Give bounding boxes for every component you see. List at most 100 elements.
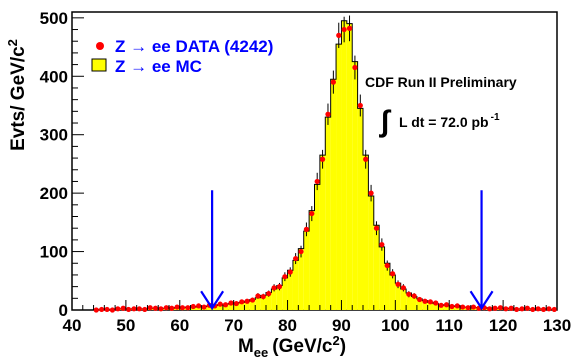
mc-bar <box>255 297 261 310</box>
data-point <box>136 306 142 312</box>
legend-data-marker <box>96 42 104 50</box>
data-marker <box>228 300 234 306</box>
data-marker <box>454 303 460 309</box>
integral-sign: ∫ <box>379 105 392 138</box>
data-point <box>487 306 493 312</box>
data-point <box>303 222 310 237</box>
data-point <box>492 305 498 311</box>
data-marker <box>244 298 250 304</box>
data-point <box>330 70 336 94</box>
data-point <box>406 291 412 298</box>
data-point <box>163 305 169 311</box>
data-marker <box>233 300 239 307</box>
data-marker <box>266 291 272 297</box>
legend-mc-swatch <box>91 58 107 72</box>
y-tick-label: 300 <box>40 126 68 145</box>
data-marker <box>443 302 450 308</box>
data-point <box>314 172 320 191</box>
data-marker <box>346 25 353 31</box>
cut-arrow <box>469 190 494 311</box>
mc-bar <box>276 285 283 310</box>
data-point <box>233 300 239 307</box>
legend-data-label: Z → ee DATA (4242) <box>115 37 273 56</box>
data-point <box>201 304 207 310</box>
data-marker <box>508 305 514 311</box>
data-marker <box>416 296 423 303</box>
cut-arrows <box>200 190 494 311</box>
data-point <box>540 306 547 313</box>
data-point <box>99 306 105 313</box>
data-point <box>244 298 250 304</box>
data-marker <box>519 306 525 312</box>
data-point <box>438 302 444 308</box>
mc-bar <box>373 225 380 310</box>
data-marker <box>363 156 369 162</box>
mc-bar <box>427 302 434 310</box>
mc-bar <box>287 270 293 310</box>
data-point <box>120 305 126 311</box>
data-marker <box>282 274 288 280</box>
data-marker <box>368 190 374 196</box>
data-point <box>513 306 520 313</box>
data-marker <box>341 26 347 33</box>
data-point <box>196 303 202 309</box>
data-point <box>368 184 374 202</box>
mc-bar <box>384 263 390 310</box>
mc-bar <box>233 302 240 310</box>
data-marker <box>546 306 552 312</box>
data-marker <box>540 306 547 313</box>
legend-mc-label: Z → ee MC <box>115 57 202 76</box>
mc-bar <box>325 117 331 310</box>
data-point <box>530 306 536 313</box>
mc-bar <box>379 246 385 310</box>
data-marker <box>470 304 477 310</box>
data-point <box>336 22 342 49</box>
data-point <box>276 282 283 291</box>
data-point <box>109 307 116 313</box>
data-point <box>390 269 396 279</box>
mc-bar <box>346 23 353 310</box>
data-point <box>93 307 99 313</box>
data-marker <box>142 306 148 313</box>
data-marker <box>163 305 169 311</box>
data-marker <box>152 305 159 311</box>
data-point <box>443 302 450 308</box>
mc-bar <box>319 155 326 310</box>
data-point <box>152 305 159 311</box>
data-marker <box>287 269 293 275</box>
mc-bar <box>411 296 417 310</box>
experiment-label: CDF Run II Preliminary <box>365 74 517 90</box>
data-marker <box>390 271 396 277</box>
mc-bar <box>357 108 363 310</box>
data-marker <box>530 306 536 313</box>
data-point <box>115 306 121 312</box>
data-marker <box>460 304 466 310</box>
data-point <box>179 305 186 311</box>
x-axis-title: Mee (GeV/c2) <box>238 333 346 358</box>
data-point <box>287 267 293 277</box>
data-point <box>185 305 191 311</box>
data-marker <box>395 281 401 287</box>
data-marker <box>406 291 412 297</box>
data-marker <box>147 305 153 311</box>
data-point <box>524 305 530 311</box>
data-marker <box>196 303 202 309</box>
mc-bar <box>363 155 369 310</box>
data-marker <box>131 306 137 312</box>
y-tick-label: 200 <box>40 184 68 203</box>
data-point <box>266 290 272 297</box>
data-point <box>373 221 380 236</box>
mc-bar <box>249 299 256 310</box>
mc-bar <box>206 305 213 310</box>
mc-bar <box>271 288 277 310</box>
mc-bar <box>395 283 401 310</box>
mc-bar <box>292 260 299 310</box>
data-marker <box>352 64 358 71</box>
data-point <box>535 306 541 312</box>
data-marker <box>497 305 504 311</box>
data-marker <box>239 299 245 305</box>
data-point <box>104 306 110 313</box>
data-marker <box>201 304 207 310</box>
cut-arrow <box>200 190 225 311</box>
